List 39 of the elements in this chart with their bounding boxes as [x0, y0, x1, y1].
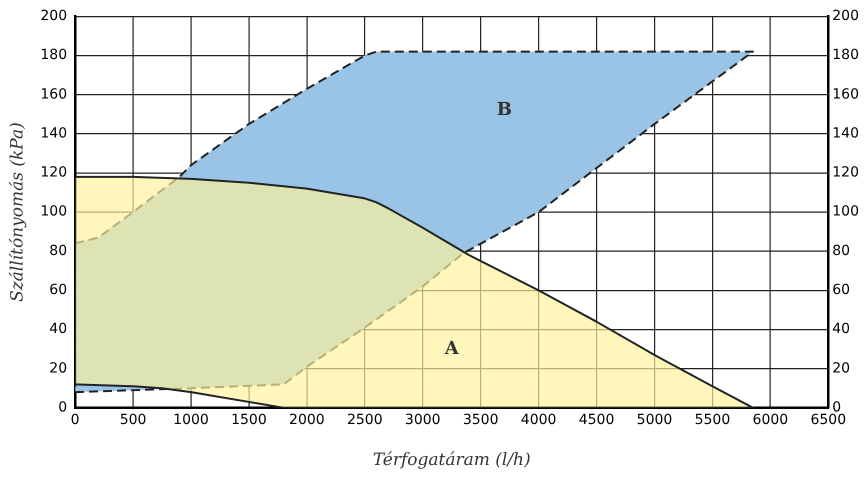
- y-tick-label: 140: [40, 125, 68, 142]
- x-tick-label: 3000: [404, 412, 441, 428]
- y-tick-label: 160: [40, 86, 68, 102]
- x-tick-label: 5500: [694, 412, 730, 428]
- x-tick-label: 3500: [462, 412, 498, 428]
- y-tick-label: 40: [49, 321, 68, 338]
- x-tick-label: 1000: [173, 412, 209, 428]
- y2-tick-label: 100: [832, 204, 860, 220]
- x-tick-label: 4000: [520, 412, 556, 428]
- y-tick-label: 80: [49, 242, 68, 259]
- y-tick-label: 120: [40, 164, 68, 181]
- x-tick-label: 500: [120, 412, 146, 428]
- x-tick-label: 5000: [636, 412, 672, 428]
- y-tick-label: 60: [49, 282, 68, 298]
- y-tick-label: 180: [40, 47, 68, 64]
- y2-tick-label: 40: [832, 321, 850, 338]
- y-tick-label: 200: [40, 8, 68, 24]
- series-label: A: [444, 338, 460, 359]
- y-tick-label: 20: [49, 360, 68, 376]
- y2-tick-label: 120: [832, 164, 860, 181]
- x-tick-label: 2500: [346, 412, 383, 428]
- y-axis-title: Szállítónyomás (kPa): [8, 122, 28, 302]
- x-tick-label: 6000: [752, 412, 788, 428]
- y2-tick-label: 60: [832, 282, 850, 298]
- y-tick-label: 100: [40, 204, 68, 220]
- y2-tick-label: 200: [832, 8, 860, 24]
- x-tick-label: 0: [70, 412, 80, 428]
- x-tick-label: 2000: [289, 412, 325, 428]
- x-axis-title: Térfogatáram (l/h): [372, 450, 531, 470]
- series-label: B: [496, 99, 512, 120]
- y-tick-label: 0: [58, 399, 68, 416]
- y2-tick-label: 20: [832, 360, 850, 376]
- y2-tick-label: 140: [832, 125, 860, 142]
- y2-tick-label: 180: [832, 47, 860, 64]
- x-tick-label: 6500: [810, 412, 846, 428]
- y2-tick-label: 80: [832, 242, 850, 259]
- y2-tick-label: 160: [832, 86, 860, 102]
- x-tick-label: 4500: [578, 412, 614, 428]
- x-tick-label: 1500: [231, 412, 267, 428]
